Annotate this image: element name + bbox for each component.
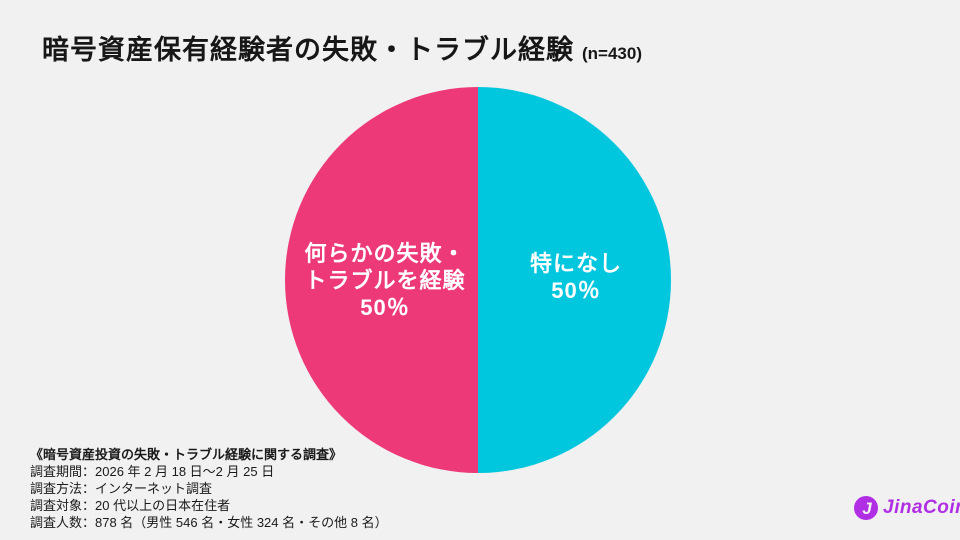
survey-notes: 《暗号資産投資の失敗・トラブル経験に関する調査》 調査期間：2026 年 2 月… bbox=[30, 446, 388, 531]
slice-label-line: 特になし bbox=[529, 251, 622, 276]
survey-respondents: 調査人数：878 名（男性 546 名・女性 324 名・その他 8 名） bbox=[30, 515, 388, 530]
jinacoin-logo: J JinaCoin bbox=[853, 495, 960, 521]
chart-title: 暗号資産保有経験者の失敗・トラブル経験 bbox=[42, 35, 574, 65]
slice-label-line: トラブルを経験 bbox=[304, 268, 466, 293]
survey-period: 調査期間：2026 年 2 月 18 日～2 月 25 日 bbox=[30, 464, 275, 479]
slice-value-label: 50％ bbox=[551, 278, 601, 303]
survey-method: 調査方法：インターネット調査 bbox=[30, 481, 213, 496]
pie-chart: 何らかの失敗・ トラブルを経験 50％ 特になし 50％ bbox=[285, 87, 671, 473]
slice-value-label: 50％ bbox=[360, 295, 410, 320]
sample-size-label: (n=430) bbox=[582, 44, 642, 63]
slice-label-none: 特になし 50％ bbox=[482, 250, 670, 304]
jinacoin-coin-icon: J bbox=[853, 495, 879, 521]
page-title: 暗号資産保有経験者の失敗・トラブル経験 (n=430) bbox=[42, 28, 642, 67]
jinacoin-wordmark: JinaCoin bbox=[883, 497, 960, 519]
slice-label-trouble: 何らかの失敗・ トラブルを経験 50％ bbox=[291, 240, 479, 321]
survey-title: 《暗号資産投資の失敗・トラブル経験に関する調査》 bbox=[30, 447, 343, 462]
slice-label-line: 何らかの失敗・ bbox=[304, 241, 466, 266]
svg-text:J: J bbox=[862, 499, 872, 518]
survey-target: 調査対象：20 代以上の日本在住者 bbox=[30, 498, 231, 513]
